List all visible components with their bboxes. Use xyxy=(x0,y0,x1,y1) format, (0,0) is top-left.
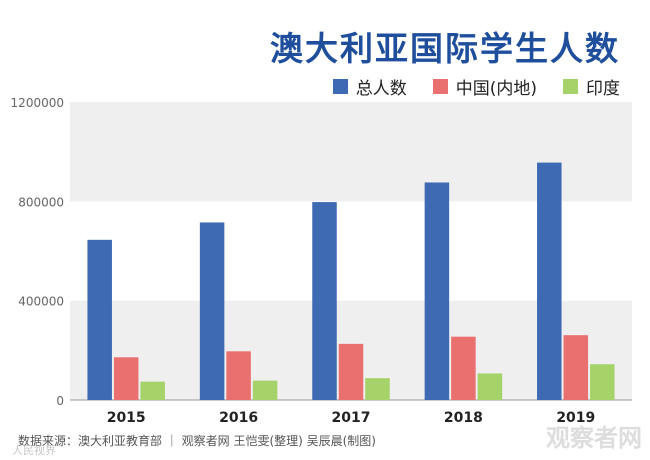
legend-swatch-china xyxy=(432,79,448,94)
legend-item-india: 印度 xyxy=(563,74,620,99)
watermark-left: 人民视界 xyxy=(12,444,56,457)
x-tick-label: 2015 xyxy=(107,410,146,426)
legend-item-total: 总人数 xyxy=(332,74,407,99)
bar-india-2018 xyxy=(477,373,503,400)
chart-legend: 总人数 中国(内地) 印度 xyxy=(332,74,620,99)
bar-china-2019 xyxy=(563,335,589,400)
x-tick-label: 2019 xyxy=(556,410,595,426)
legend-swatch-total xyxy=(332,79,348,94)
bar-china-2017 xyxy=(338,343,364,400)
bar-total-2019 xyxy=(537,162,562,400)
y-tick-label: 800000 xyxy=(18,195,64,209)
y-tick-label: 400000 xyxy=(18,295,64,309)
watermark-right: 观察者网 xyxy=(546,424,642,452)
bar-india-2019 xyxy=(590,364,615,400)
bar-china-2015 xyxy=(113,357,139,400)
y-tick-label: 0 xyxy=(56,394,64,408)
x-tick-label: 2018 xyxy=(444,410,483,426)
legend-swatch-india xyxy=(563,79,578,94)
legend-label-total: 总人数 xyxy=(355,79,407,99)
bar-india-2015 xyxy=(140,381,165,400)
x-tick-label: 2017 xyxy=(332,410,371,426)
source-note: 数据来源：澳大利亚教育部 ｜ 观察者网 王恺雯(整理) 吴辰晨(制图) xyxy=(18,434,376,448)
bar-india-2016 xyxy=(252,380,278,400)
bar-china-2016 xyxy=(226,351,251,400)
bar-total-2015 xyxy=(87,239,112,400)
bar-total-2017 xyxy=(312,202,337,400)
legend-label-india: 印度 xyxy=(586,79,620,99)
bar-china-2018 xyxy=(451,336,476,400)
y-tick-label: 1200000 xyxy=(11,96,64,110)
legend-label-china: 中国(内地) xyxy=(455,79,537,99)
legend-item-china: 中国(内地) xyxy=(432,74,537,99)
bar-total-2018 xyxy=(424,182,450,400)
x-tick-label: 2016 xyxy=(219,410,258,426)
chart-title: 澳大利亚国际学生人数 xyxy=(270,29,620,68)
bar-total-2016 xyxy=(199,222,225,400)
bar-india-2017 xyxy=(365,378,390,400)
